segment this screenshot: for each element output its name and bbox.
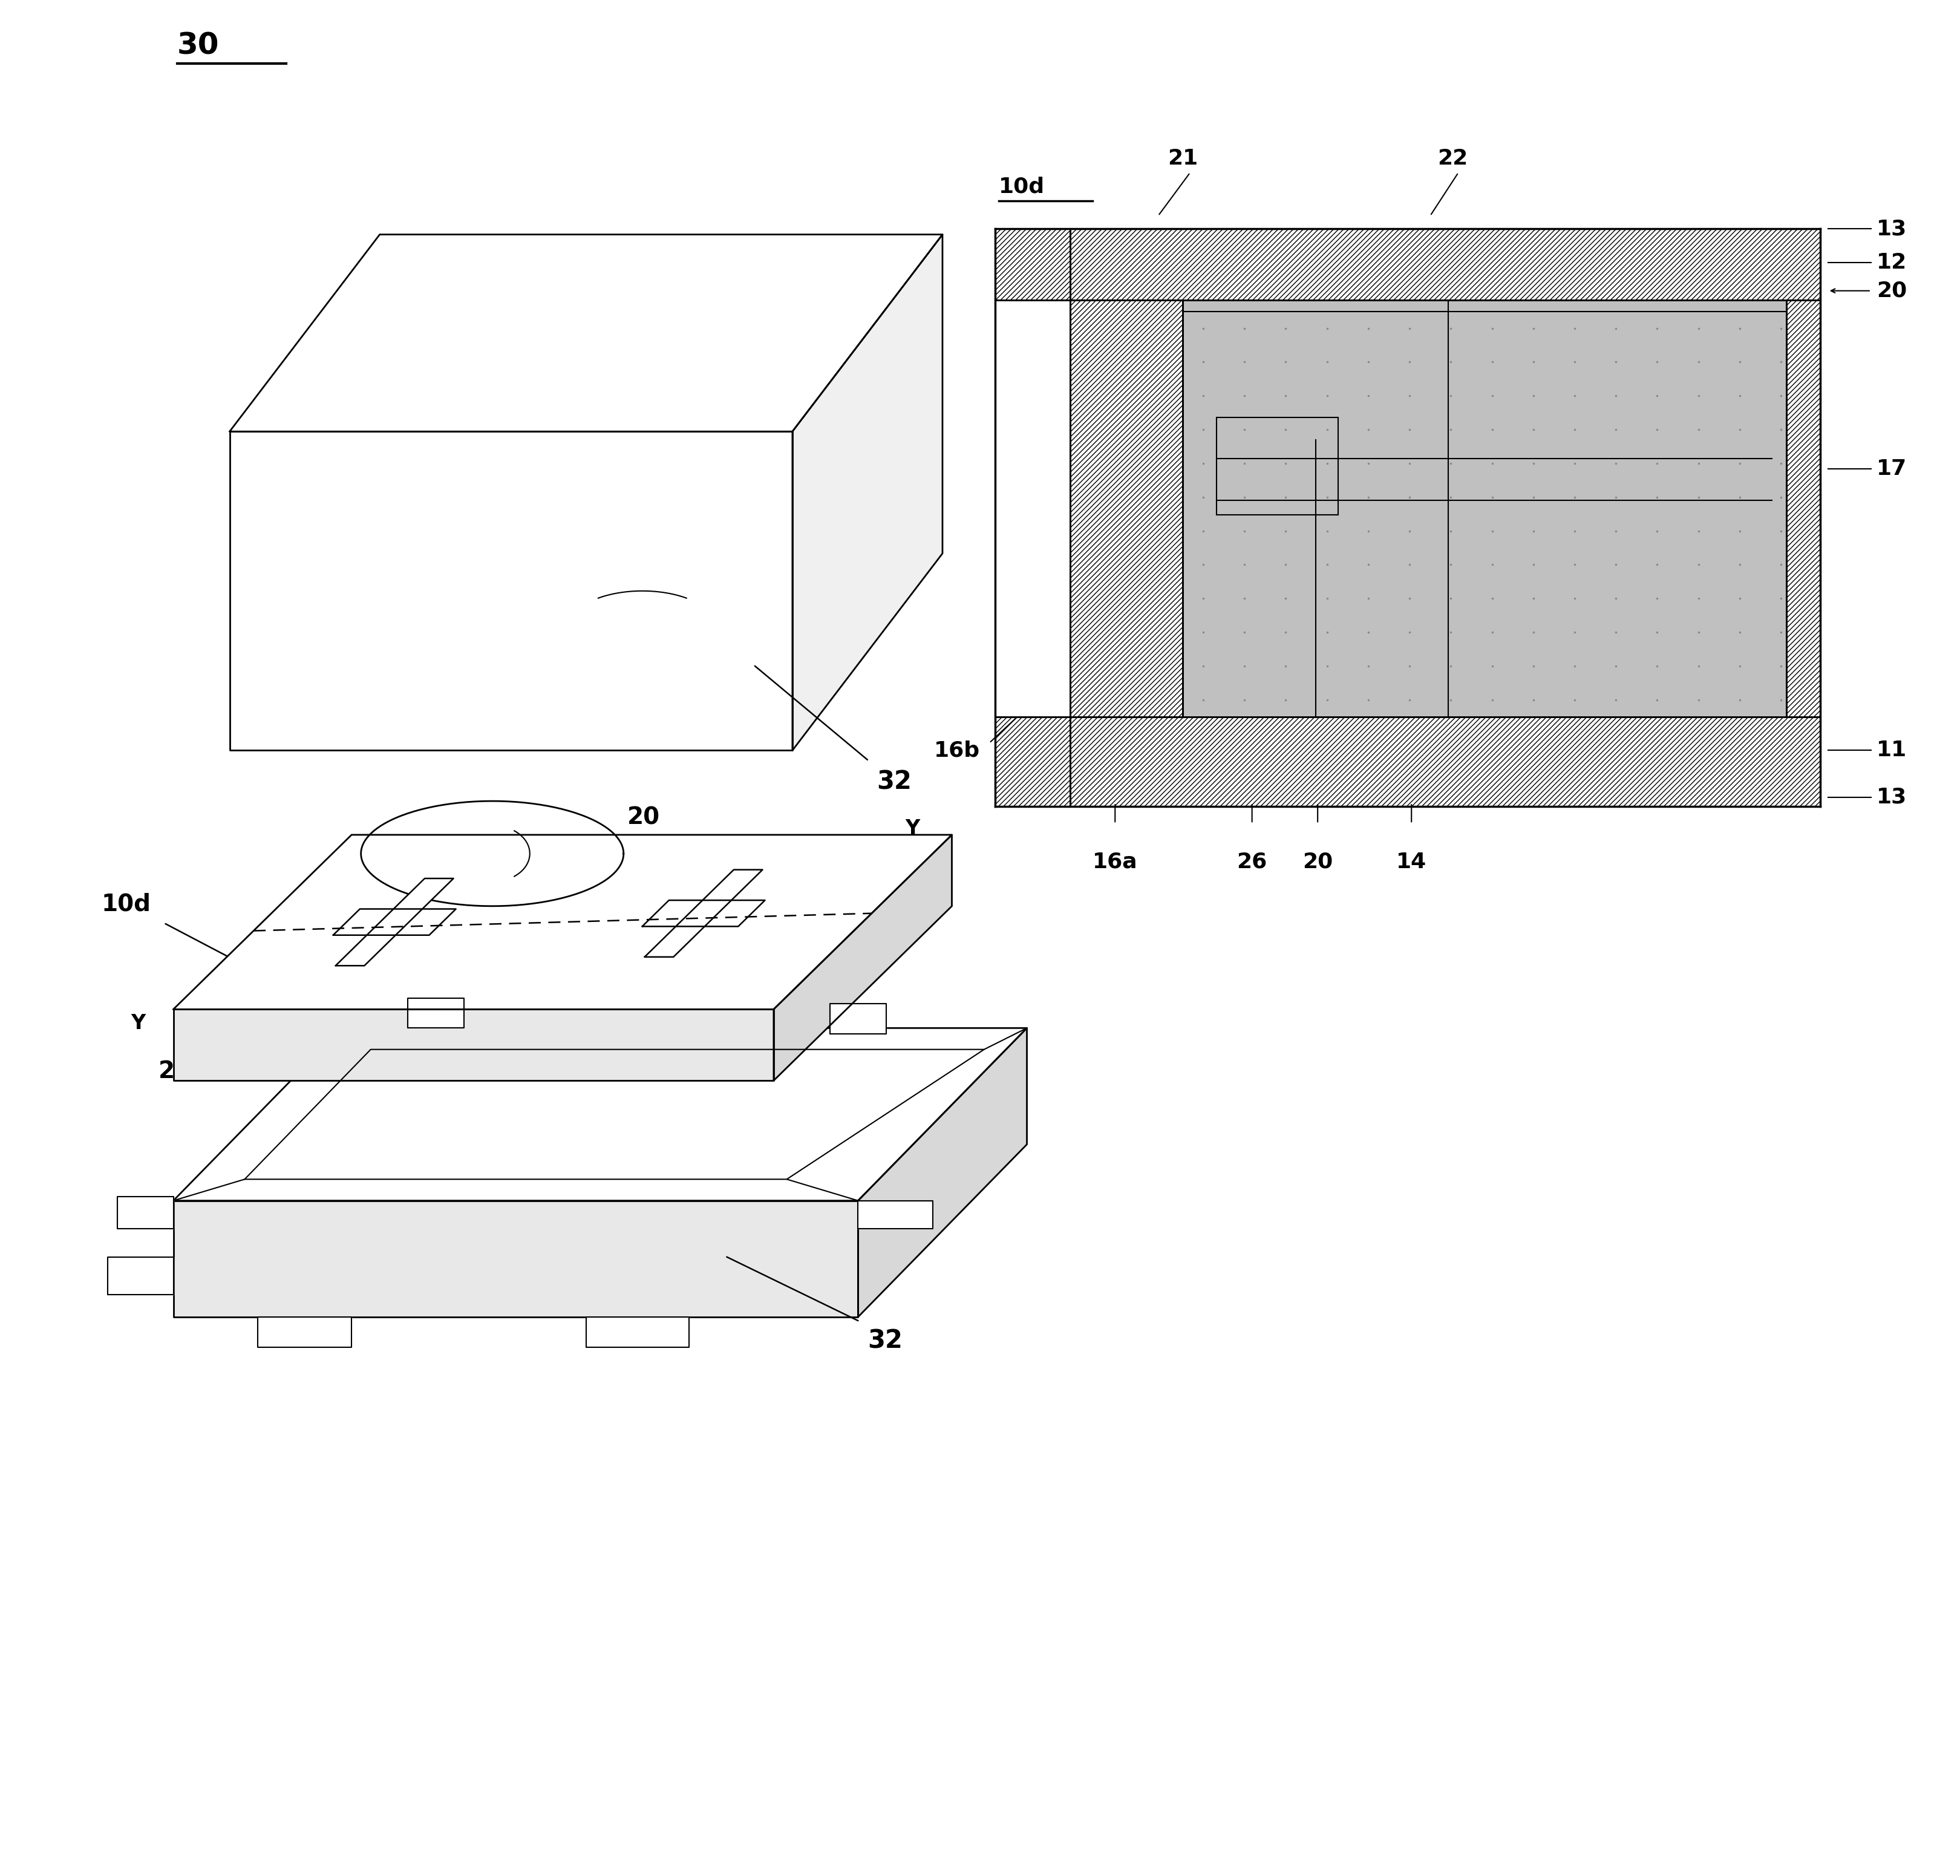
Text: 11: 11 xyxy=(1876,741,1907,760)
Text: 31: 31 xyxy=(741,891,776,917)
Text: 26: 26 xyxy=(1237,852,1268,872)
Polygon shape xyxy=(643,900,764,927)
Text: 13: 13 xyxy=(1876,219,1907,238)
Text: 17: 17 xyxy=(1876,460,1907,478)
Text: 22: 22 xyxy=(751,1058,784,1081)
Polygon shape xyxy=(335,878,453,966)
Text: 16b: 16b xyxy=(935,741,980,760)
Bar xyxy=(1182,300,1788,717)
Text: 20: 20 xyxy=(1876,281,1907,300)
Polygon shape xyxy=(586,1317,690,1347)
Polygon shape xyxy=(774,835,953,1081)
Polygon shape xyxy=(858,1028,1027,1317)
Bar xyxy=(1070,229,1821,300)
Polygon shape xyxy=(229,431,792,750)
Polygon shape xyxy=(645,870,762,957)
Polygon shape xyxy=(792,234,943,750)
Polygon shape xyxy=(118,1197,172,1229)
Bar xyxy=(996,717,1070,807)
Text: 10d: 10d xyxy=(102,893,151,915)
Polygon shape xyxy=(829,1004,886,1034)
Polygon shape xyxy=(229,234,943,431)
Polygon shape xyxy=(172,1009,774,1081)
Text: 32: 32 xyxy=(868,1328,902,1354)
Text: 22: 22 xyxy=(1437,148,1468,169)
Text: 12: 12 xyxy=(1876,253,1907,272)
Polygon shape xyxy=(172,835,953,1009)
Polygon shape xyxy=(361,801,623,906)
Polygon shape xyxy=(408,998,465,1028)
Polygon shape xyxy=(172,1201,858,1317)
Bar xyxy=(1788,300,1821,717)
Text: 14: 14 xyxy=(1396,852,1427,872)
Text: 32: 32 xyxy=(876,769,911,795)
Bar xyxy=(1217,418,1339,516)
Text: 13: 13 xyxy=(1876,788,1907,807)
Bar xyxy=(1070,300,1182,717)
Polygon shape xyxy=(259,1317,351,1347)
Polygon shape xyxy=(858,1201,933,1229)
Polygon shape xyxy=(172,1028,1027,1201)
Polygon shape xyxy=(245,1049,984,1180)
Polygon shape xyxy=(108,1257,172,1294)
Text: 16a: 16a xyxy=(1092,852,1137,872)
Text: 30: 30 xyxy=(176,32,220,60)
Text: 20: 20 xyxy=(627,807,661,829)
Text: 20: 20 xyxy=(1303,852,1333,872)
Text: 21: 21 xyxy=(159,1060,192,1082)
Text: Y: Y xyxy=(131,1013,145,1034)
Text: Y: Y xyxy=(906,818,919,839)
Text: 10d: 10d xyxy=(1000,176,1045,197)
Bar xyxy=(1070,717,1821,807)
Bar xyxy=(996,229,1070,300)
Polygon shape xyxy=(361,854,623,957)
Polygon shape xyxy=(333,910,457,934)
Text: 21: 21 xyxy=(1168,148,1198,169)
